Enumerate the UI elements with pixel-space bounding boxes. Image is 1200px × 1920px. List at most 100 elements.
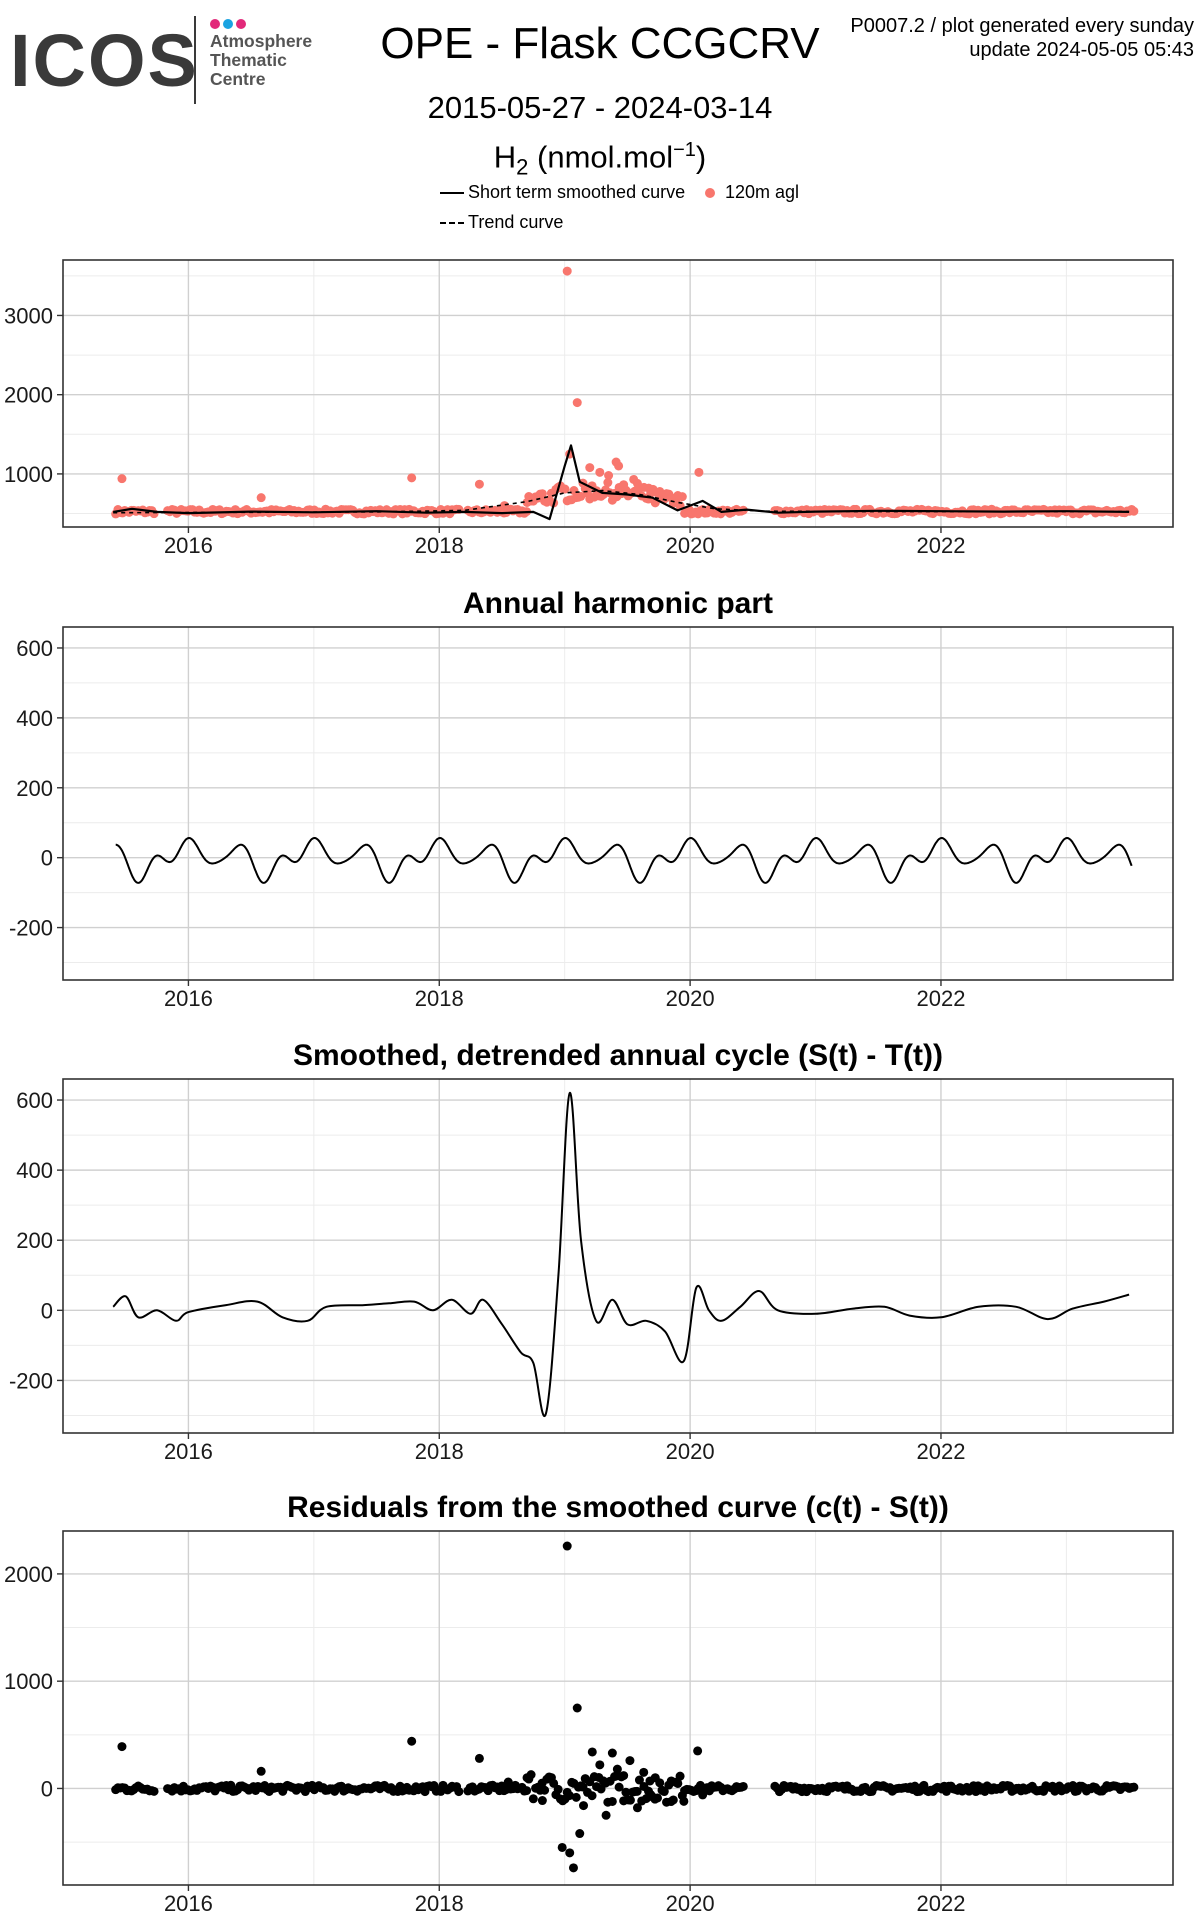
logo-dots-icon	[210, 16, 249, 29]
data-point	[738, 1781, 748, 1791]
data-point	[693, 1746, 703, 1756]
plot-background	[63, 627, 1173, 980]
y-tick-label: 200	[16, 1228, 53, 1253]
data-point	[256, 1766, 266, 1776]
data-point	[522, 497, 532, 507]
y-tick-label: 1000	[4, 1669, 53, 1694]
y-tick-label: 600	[16, 636, 53, 661]
data-point	[560, 484, 570, 494]
data-point	[407, 473, 417, 483]
data-point	[654, 488, 664, 498]
data-point	[612, 1764, 622, 1774]
species-base: H	[493, 139, 517, 175]
data-point	[572, 398, 582, 408]
chart-title: Annual harmonic part	[463, 587, 773, 620]
data-point	[603, 478, 613, 488]
data-point	[587, 1747, 597, 1757]
unit-close: )	[695, 139, 707, 175]
data-point	[564, 1791, 574, 1801]
data-point	[1129, 1782, 1139, 1792]
chart-panel-residuals: 2016 2018 2020 2022 0 1000 2000 Residuals from …	[4, 1491, 1174, 1916]
x-tick-label: 2020	[666, 986, 715, 1011]
data-point	[677, 492, 687, 502]
logo-subtitle-line: Atmosphere	[210, 31, 313, 51]
unit-sup: −1	[673, 139, 696, 161]
data-point	[571, 1792, 581, 1802]
plot-background	[63, 260, 1173, 527]
data-point	[537, 1796, 547, 1806]
y-tick-label: 3000	[4, 303, 53, 328]
x-tick-label: 2022	[916, 986, 965, 1011]
data-point	[625, 1795, 635, 1805]
chart-title: Residuals from the smoothed curve (c(t) …	[287, 1491, 949, 1524]
legend-dash-icon	[440, 221, 464, 224]
page-title: OPE - Flask CCGCRV	[380, 19, 820, 68]
data-point	[621, 1787, 631, 1797]
x-tick-label: 2018	[415, 533, 464, 558]
y-tick-label: -200	[9, 1368, 53, 1393]
data-point	[585, 463, 595, 473]
data-point	[659, 1787, 669, 1797]
data-point	[601, 1810, 611, 1820]
data-point	[607, 1748, 617, 1758]
chart-panel-harmonic: 2016 2018 2020 2022 -200 0 200 400 600 Annual har…	[9, 587, 1174, 1011]
data-point	[604, 471, 614, 481]
data-point	[694, 467, 704, 477]
y-tick-label: 0	[41, 1298, 53, 1323]
x-tick-label: 2022	[916, 1891, 965, 1916]
legend-line-icon	[440, 191, 464, 194]
data-point	[666, 1776, 676, 1786]
data-point	[454, 1787, 464, 1797]
data-point	[614, 1782, 624, 1792]
data-point	[528, 1794, 538, 1804]
x-tick-label: 2020	[666, 1439, 715, 1464]
data-point	[565, 1848, 575, 1858]
x-tick-label: 2020	[666, 533, 715, 558]
plot-data	[115, 837, 1133, 884]
data-point	[679, 1796, 689, 1806]
data-point	[675, 1771, 685, 1781]
data-point	[634, 1775, 644, 1785]
data-point	[117, 474, 127, 484]
legend-trend: Trend curve	[440, 212, 563, 233]
logo-divider	[194, 16, 196, 104]
data-point	[614, 461, 624, 471]
data-point	[668, 1795, 678, 1805]
x-tick-label: 2018	[415, 1439, 464, 1464]
data-point	[595, 1760, 605, 1770]
logo-wordmark: ICOS	[10, 19, 199, 102]
logo-dot	[210, 19, 220, 29]
data-point	[503, 1777, 513, 1787]
data-point	[619, 1771, 629, 1781]
data-point	[645, 1776, 655, 1786]
logo-subtitle: Atmosphere Thematic Centre	[210, 32, 340, 89]
plot-data	[112, 1091, 1130, 1418]
unit-text: (nmol.mol	[537, 139, 674, 175]
data-point	[474, 1753, 484, 1763]
data-point	[522, 1786, 532, 1796]
data-point	[644, 483, 654, 493]
x-tick-label: 2022	[916, 1439, 965, 1464]
data-point	[625, 1756, 635, 1766]
data-point	[522, 1773, 532, 1783]
icos-logo: ICOS Atmosphere Thematic Centre	[10, 14, 330, 109]
y-tick-label: 0	[41, 1776, 53, 1801]
x-tick-label: 2018	[415, 986, 464, 1011]
data-point	[568, 1863, 578, 1873]
data-point	[407, 1736, 417, 1746]
header: ICOS Atmosphere Thematic Centre OPE - Fl…	[0, 0, 1200, 250]
y-tick-label: 600	[16, 1088, 53, 1113]
x-tick-label: 2016	[164, 1891, 213, 1916]
smoothed-curve	[113, 444, 1130, 521]
data-point	[537, 489, 547, 499]
data-point	[557, 1842, 567, 1852]
meta-line: P0007.2 / plot generated every sunday	[850, 15, 1194, 37]
x-tick-label: 2016	[164, 533, 213, 558]
data-point	[1129, 506, 1139, 516]
species-label: H2 (nmol.mol−1)	[330, 140, 870, 179]
legend-label: Trend curve	[468, 212, 564, 232]
logo-subtitle-line: Thematic	[210, 50, 287, 70]
plot-data	[111, 1541, 1139, 1873]
species-sub: 2	[516, 154, 529, 180]
